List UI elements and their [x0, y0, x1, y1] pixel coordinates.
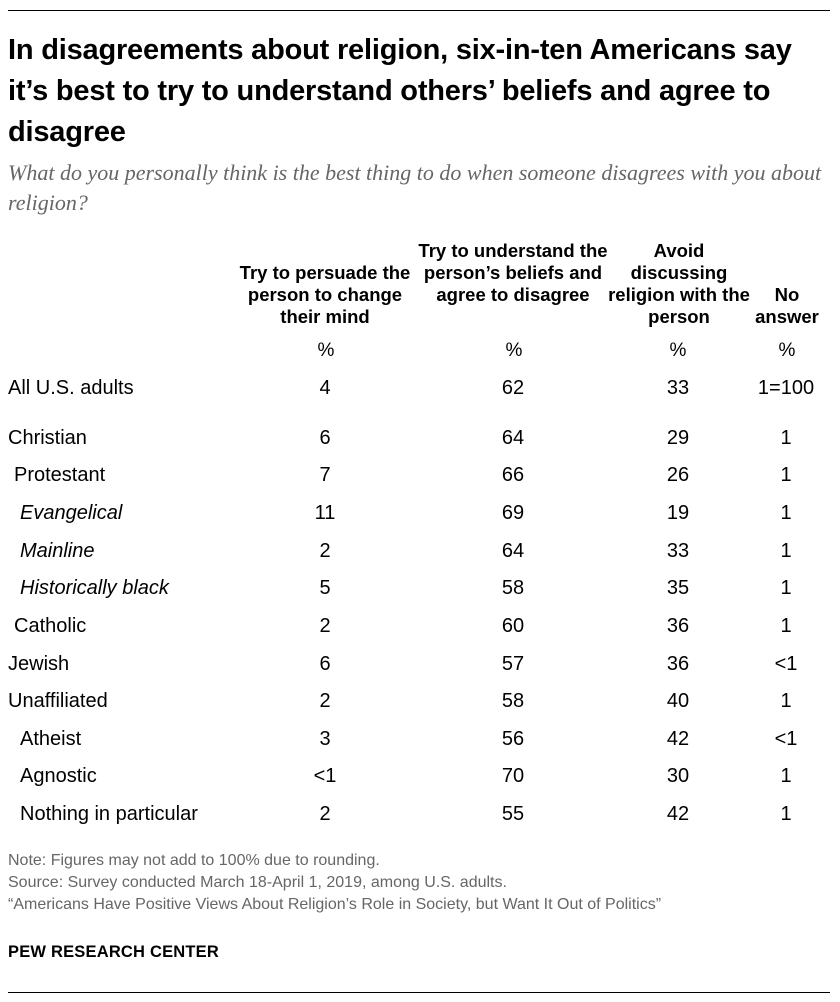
table-cell: 5 [319, 577, 331, 599]
row-label: Mainline [20, 540, 95, 562]
row-label: Nothing in particular [20, 803, 198, 825]
table-cell: 1 [780, 427, 792, 449]
table-cell: 70 [501, 765, 525, 787]
table-cell: 64 [501, 427, 525, 449]
notes-block: Note: Figures may not add to 100% due to… [8, 850, 828, 916]
column-header-avoid: Avoid discussing religion with the perso… [608, 240, 750, 327]
table-cell: 4 [319, 377, 331, 399]
table-cell: <1 [313, 765, 337, 787]
table-cell: 33 [666, 377, 690, 399]
table-cell: 56 [501, 728, 525, 750]
top-rule [8, 10, 830, 11]
table-cell: 1 [780, 502, 792, 524]
table-cell: 58 [501, 690, 525, 712]
table-cell: 1 [780, 765, 792, 787]
column-header-understand: Try to understand the person’s beliefs a… [418, 240, 608, 305]
table-cell: 7 [319, 464, 331, 486]
table-row: Nothing in particular 2 55 42 1 [0, 799, 840, 829]
table-row: Catholic 2 60 36 1 [0, 611, 840, 641]
row-label: Catholic [14, 615, 87, 637]
table-cell: 33 [666, 540, 690, 562]
table-row: Mainline 2 64 33 1 [0, 536, 840, 566]
table-cell: 42 [666, 803, 690, 825]
table-cell: <1 [774, 728, 798, 750]
table-cell: 1 [780, 803, 792, 825]
table-cell: 2 [319, 615, 331, 637]
table-cell: 35 [666, 577, 690, 599]
unit-label: % [505, 340, 523, 361]
row-label: Christian [8, 427, 87, 449]
table-row: All U.S. adults 4 62 33 1=100 [0, 373, 840, 403]
unit-label: % [778, 340, 796, 361]
report-title-text: “Americans Have Positive Views About Rel… [8, 896, 662, 913]
table-row: Jewish 6 57 36 <1 [0, 649, 840, 679]
table-cell: 19 [666, 502, 690, 524]
source-text: Source: Survey conducted March 18-April … [8, 874, 507, 891]
table-cell: 26 [666, 464, 690, 486]
note-text: Note: Figures may not add to 100% due to… [8, 852, 380, 869]
table-cell: 66 [501, 464, 525, 486]
chart-subtitle: What do you personally think is the best… [8, 160, 822, 215]
row-label: Unaffiliated [8, 690, 108, 712]
row-label: Evangelical [20, 502, 123, 524]
table-row: Atheist 3 56 42 <1 [0, 724, 840, 754]
table-cell: 1 [780, 464, 792, 486]
table-cell: 58 [501, 577, 525, 599]
table-row: Unaffiliated 2 58 40 1 [0, 686, 840, 716]
table-cell: 40 [666, 690, 690, 712]
table-cell: 62 [501, 377, 525, 399]
table-cell: 36 [666, 653, 690, 675]
table-cell: 57 [501, 653, 525, 675]
table-row: Agnostic <1 70 30 1 [0, 761, 840, 791]
column-header-no-answer: No answer [755, 284, 819, 327]
row-label: Protestant [14, 464, 106, 486]
row-label: Jewish [8, 653, 70, 675]
table-cell: 6 [319, 427, 331, 449]
table-cell: 3 [319, 728, 331, 750]
table-cell: 1 [780, 690, 792, 712]
table-cell: 64 [501, 540, 525, 562]
table-cell: 1=100 [757, 377, 815, 399]
table-cell: 60 [501, 615, 525, 637]
table-row: Protestant 7 66 26 1 [0, 460, 840, 490]
table-cell: 2 [319, 803, 331, 825]
table-cell: 6 [319, 653, 331, 675]
unit-label: % [669, 340, 687, 361]
table-cell: 1 [780, 577, 792, 599]
table-cell: 36 [666, 615, 690, 637]
column-header-persuade: Try to persuade the person to change the… [239, 262, 411, 327]
table-cell: 69 [501, 502, 525, 524]
unit-label: % [317, 340, 335, 361]
row-label: Atheist [20, 728, 82, 750]
table-row: Historically black 5 58 35 1 [0, 573, 840, 603]
row-label: Agnostic [20, 765, 97, 787]
table-cell: 1 [780, 540, 792, 562]
bottom-rule [8, 992, 830, 993]
table-cell: 55 [501, 803, 525, 825]
table-row: Evangelical 11 69 19 1 [0, 498, 840, 528]
table-cell: 1 [780, 615, 792, 637]
table-cell: 30 [666, 765, 690, 787]
chart-title: In disagreements about religion, six-in-… [8, 34, 792, 148]
table-cell: <1 [774, 653, 798, 675]
row-label: Historically black [20, 577, 169, 599]
table-cell: 42 [666, 728, 690, 750]
table-row: Christian 6 64 29 1 [0, 423, 840, 453]
table-cell: 29 [666, 427, 690, 449]
table-cell: 2 [319, 540, 331, 562]
pew-research-center-logo: PEW RESEARCH CENTER [8, 943, 219, 961]
table-cell: 11 [314, 502, 336, 524]
row-label: All U.S. adults [8, 377, 134, 399]
table-cell: 2 [319, 690, 331, 712]
